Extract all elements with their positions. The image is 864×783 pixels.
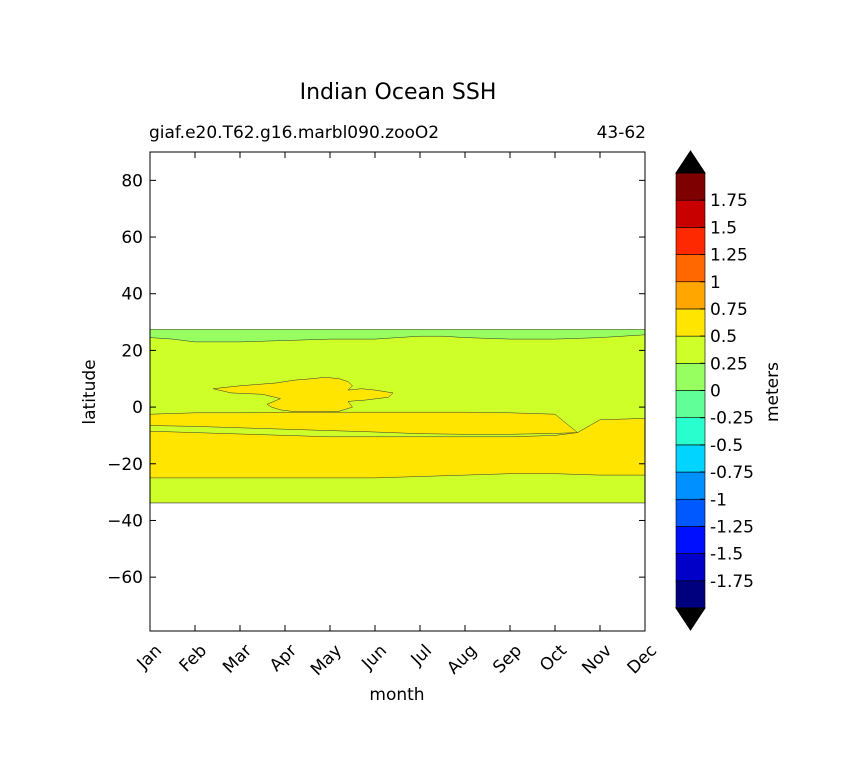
colorbar-segment [675, 471, 706, 500]
x-tick-label: May [307, 641, 346, 680]
colorbar-segment [675, 227, 706, 255]
x-axis-label: month [369, 685, 424, 705]
x-tick-label: Dec [624, 641, 661, 678]
colorbar-segment [675, 281, 706, 310]
colorbar-segment [675, 553, 706, 582]
y-tick-label: 60 [121, 228, 143, 248]
colorbar-segment [675, 199, 706, 228]
colorbar-tick-label: -0.25 [710, 409, 754, 429]
y-tick-label: 80 [121, 171, 143, 191]
y-tick-label: −20 [107, 455, 143, 475]
x-tick-label: Sep [489, 641, 526, 678]
colorbar-tick-label: -1 [710, 490, 727, 510]
x-tick-label: Jul [407, 641, 436, 670]
colorbar-segment [675, 498, 706, 527]
chart-subtitle-left: giaf.e20.T62.g16.marbl090.zooO2 [149, 123, 439, 143]
colorbar-extend-over [675, 150, 706, 174]
colorbar-segment [675, 308, 706, 337]
contour-fills [149, 329, 646, 504]
x-tick-label: Jun [357, 641, 391, 675]
colorbar-tick-label: 1 [710, 273, 721, 293]
colorbar-tick-label: 1.25 [710, 246, 748, 266]
x-tick-label: Feb [176, 641, 211, 676]
y-tick-label: 40 [121, 285, 143, 305]
y-axis-label: latitude [80, 359, 100, 424]
colorbar-segment [675, 254, 706, 283]
x-tick-label: Apr [266, 641, 301, 676]
contour-region-equatorial-core [149, 411, 579, 435]
chart-subtitle-right: 43-62 [597, 123, 646, 143]
colorbar-segment [675, 335, 706, 364]
x-tick-label: Aug [443, 641, 481, 679]
y-tick-label: −40 [107, 511, 143, 531]
plot-frame [149, 151, 646, 632]
colorbar-segment [675, 526, 706, 554]
plot-area: Jan Feb Mar Apr May Jun Jul Aug Sep Oct Nov Dec 80 6… [107, 151, 661, 680]
x-tick-label: Mar [219, 641, 256, 678]
colorbar-extend-under [675, 607, 706, 631]
y-axis-ticks: 80 60 40 20 0 −20 −40 −60 [107, 171, 645, 588]
colorbar-segment [675, 444, 706, 473]
y-tick-label: −60 [107, 568, 143, 588]
colorbar-tick-label: -0.75 [710, 463, 754, 483]
colorbar-segment [675, 390, 706, 418]
colorbar-tick-label: 0.75 [710, 300, 748, 320]
contour-region-north-lobe [212, 377, 394, 412]
colorbar-segment [675, 363, 706, 391]
colorbar-segment [675, 172, 706, 201]
colorbar-tick-label: 1.75 [710, 191, 748, 211]
colorbar-tick-label: -1.75 [710, 572, 754, 592]
colorbar: 1.75 1.5 1.25 1 0.75 0.5 0.25 0 -0.25 -0.5 -0.75 -1… [675, 150, 754, 631]
colorbar-tick-label: 0.25 [710, 354, 748, 374]
y-tick-label: 20 [121, 341, 143, 361]
x-tick-label: Oct [536, 641, 571, 676]
colorbar-tick-label: -1.25 [710, 517, 754, 537]
chart-title: Indian Ocean SSH [300, 80, 497, 105]
colorbar-tick-label: 0 [710, 382, 721, 402]
colorbar-label: meters [763, 362, 783, 422]
x-tick-label: Nov [578, 641, 616, 679]
colorbar-tick-label: 0.5 [710, 327, 737, 347]
x-tick-label: Jan [133, 641, 166, 674]
y-tick-label: 0 [132, 398, 143, 418]
colorbar-tick-label: 1.5 [710, 218, 737, 238]
colorbar-segment [675, 417, 706, 446]
colorbar-tick-label: -0.5 [710, 436, 743, 456]
colorbar-tick-label: -1.5 [710, 545, 743, 565]
colorbar-segment [675, 580, 706, 609]
